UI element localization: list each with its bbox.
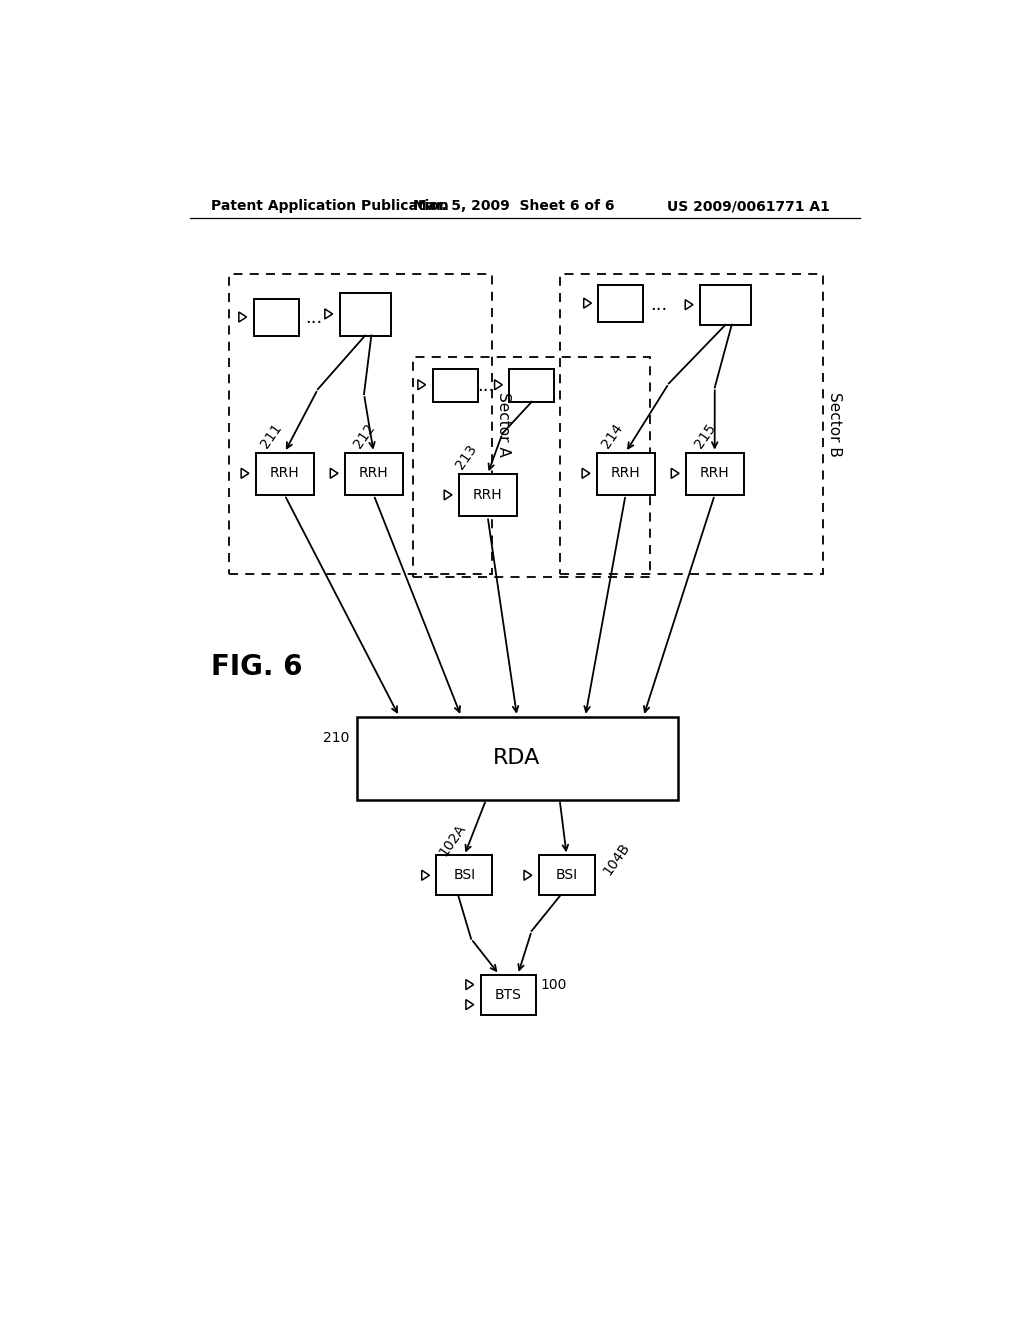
Bar bbox=[356, 717, 678, 800]
Text: 214: 214 bbox=[599, 421, 626, 450]
Bar bbox=[700, 285, 751, 325]
Text: FIG. 6: FIG. 6 bbox=[211, 652, 302, 681]
Polygon shape bbox=[422, 870, 429, 880]
Text: Patent Application Publication: Patent Application Publication bbox=[211, 199, 449, 213]
Bar bbox=[432, 368, 477, 401]
Text: 215: 215 bbox=[692, 421, 719, 450]
Polygon shape bbox=[584, 298, 592, 308]
Text: BSI: BSI bbox=[556, 869, 578, 882]
Bar bbox=[340, 293, 391, 335]
Text: ...: ... bbox=[477, 376, 495, 395]
Bar bbox=[480, 974, 537, 1015]
Bar bbox=[598, 285, 643, 322]
Text: 210: 210 bbox=[323, 731, 349, 746]
Bar bbox=[686, 453, 744, 495]
Polygon shape bbox=[466, 999, 474, 1010]
Text: RRH: RRH bbox=[473, 488, 503, 502]
Bar bbox=[254, 300, 299, 335]
Polygon shape bbox=[444, 490, 452, 500]
Text: Sector A: Sector A bbox=[497, 392, 511, 457]
Text: US 2009/0061771 A1: US 2009/0061771 A1 bbox=[667, 199, 829, 213]
Text: BTS: BTS bbox=[495, 987, 522, 1002]
Text: ...: ... bbox=[650, 296, 668, 314]
Bar bbox=[459, 474, 517, 516]
Bar bbox=[539, 855, 595, 895]
Text: 213: 213 bbox=[454, 442, 480, 473]
Bar bbox=[256, 453, 314, 495]
Polygon shape bbox=[418, 380, 426, 389]
Polygon shape bbox=[495, 380, 503, 389]
Text: RDA: RDA bbox=[494, 748, 541, 768]
Text: RRH: RRH bbox=[269, 466, 299, 480]
Text: RRH: RRH bbox=[610, 466, 640, 480]
Polygon shape bbox=[239, 312, 247, 322]
Bar bbox=[414, 358, 649, 577]
Text: RRH: RRH bbox=[358, 466, 388, 480]
Text: Sector B: Sector B bbox=[827, 392, 843, 457]
Text: Mar. 5, 2009  Sheet 6 of 6: Mar. 5, 2009 Sheet 6 of 6 bbox=[414, 199, 614, 213]
Text: 104B: 104B bbox=[601, 841, 633, 878]
Polygon shape bbox=[685, 300, 693, 310]
Polygon shape bbox=[524, 870, 531, 880]
Polygon shape bbox=[325, 309, 333, 319]
Bar bbox=[228, 275, 493, 574]
Bar bbox=[509, 368, 554, 401]
Text: 100: 100 bbox=[541, 978, 566, 993]
Text: 102A: 102A bbox=[436, 821, 468, 858]
Text: 211: 211 bbox=[258, 421, 285, 450]
Polygon shape bbox=[672, 469, 679, 478]
Polygon shape bbox=[583, 469, 590, 478]
Polygon shape bbox=[331, 469, 338, 478]
Text: ...: ... bbox=[305, 309, 323, 327]
Text: RRH: RRH bbox=[699, 466, 729, 480]
Text: BSI: BSI bbox=[454, 869, 475, 882]
Bar bbox=[597, 453, 655, 495]
Bar bbox=[345, 453, 403, 495]
Polygon shape bbox=[466, 979, 474, 990]
Text: 212: 212 bbox=[351, 421, 378, 450]
Bar bbox=[436, 855, 493, 895]
Polygon shape bbox=[241, 469, 249, 478]
Bar bbox=[560, 275, 823, 574]
